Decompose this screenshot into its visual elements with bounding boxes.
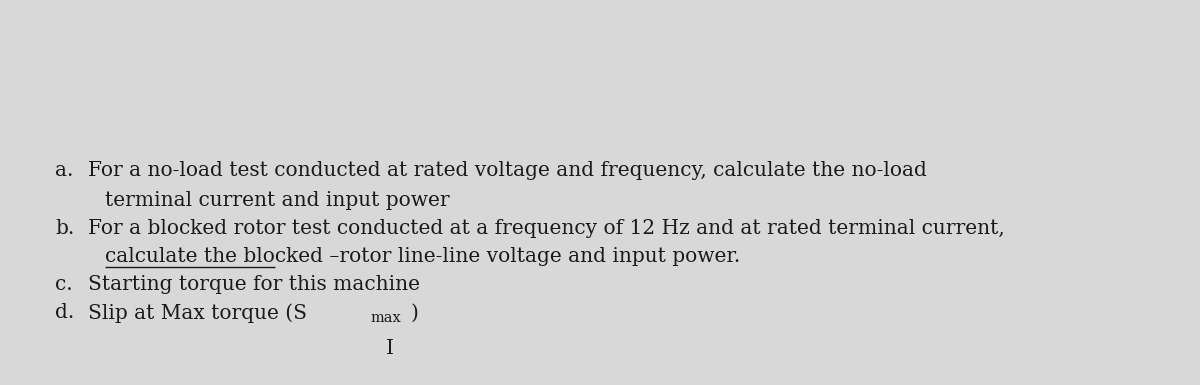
Text: c.: c. bbox=[55, 276, 73, 295]
Text: Slip at Max torque (S: Slip at Max torque (S bbox=[88, 303, 307, 323]
Text: calculate the blocked –rotor line-line voltage and input power.: calculate the blocked –rotor line-line v… bbox=[106, 248, 740, 266]
Text: ): ) bbox=[410, 303, 418, 323]
Text: d.: d. bbox=[55, 303, 74, 323]
Text: I: I bbox=[386, 338, 394, 358]
Text: a.: a. bbox=[55, 161, 73, 179]
Text: terminal current and input power: terminal current and input power bbox=[106, 191, 450, 209]
Text: max: max bbox=[371, 311, 401, 325]
Text: calculate the: calculate the bbox=[106, 248, 238, 266]
Text: Starting torque for this machine: Starting torque for this machine bbox=[88, 276, 420, 295]
Text: calculate the blocked –rotor line-line voltage and input power.: calculate the blocked –rotor line-line v… bbox=[106, 248, 740, 266]
Text: For a blocked rotor test conducted at a frequency of 12 Hz and at rated terminal: For a blocked rotor test conducted at a … bbox=[88, 219, 1004, 238]
Text: For a no-load test conducted at rated voltage and frequency, calculate the no-lo: For a no-load test conducted at rated vo… bbox=[88, 161, 926, 179]
Text: b.: b. bbox=[55, 219, 74, 238]
